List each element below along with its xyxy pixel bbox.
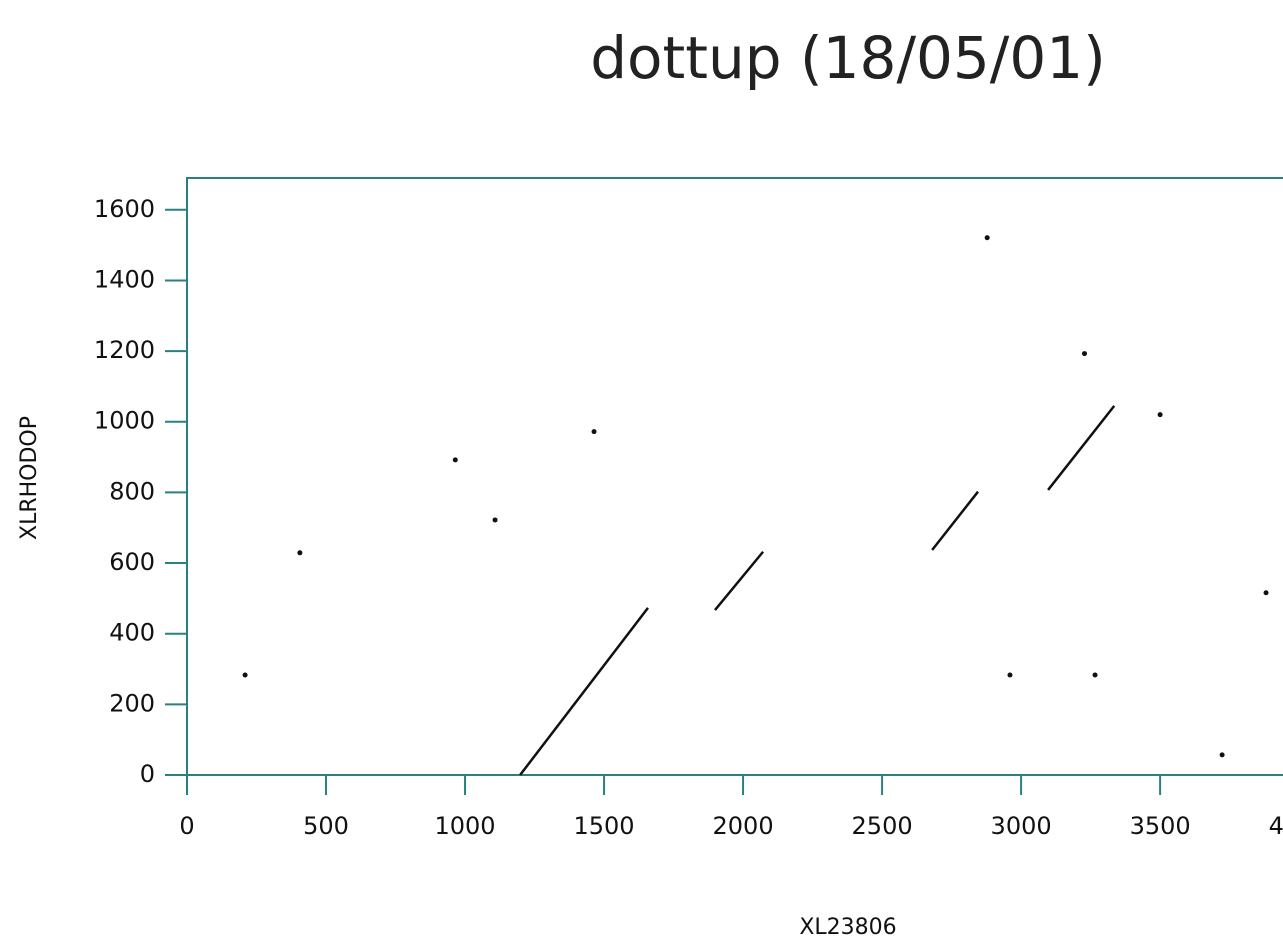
y-tick-label: 400	[109, 619, 155, 647]
match-dot	[492, 517, 498, 523]
x-tick-label: 3000	[991, 812, 1052, 840]
y-tick-label: 0	[140, 760, 155, 788]
match-dot	[1081, 351, 1087, 357]
match-dot	[1219, 752, 1225, 758]
y-tick-label: 600	[109, 548, 155, 576]
x-tick-label: 2000	[713, 812, 774, 840]
match-dot	[1263, 590, 1269, 596]
match-dot	[242, 672, 248, 678]
y-tick-label: 1000	[94, 407, 155, 435]
x-tick-label: 0	[179, 812, 194, 840]
x-tick-label: 4000	[1269, 812, 1283, 840]
y-tick-label: 200	[109, 689, 155, 717]
match-line	[519, 607, 649, 776]
x-tick-label: 500	[303, 812, 349, 840]
x-tick-label: 2500	[852, 812, 913, 840]
match-dot	[591, 429, 597, 435]
match-dot	[452, 457, 458, 463]
x-axis-label: XL23806	[799, 915, 896, 940]
x-tick-label: 1500	[574, 812, 635, 840]
y-tick-label: 1600	[94, 195, 155, 223]
match-line	[1047, 405, 1116, 491]
plot-frame	[186, 177, 1283, 776]
match-dot	[297, 550, 303, 556]
y-tick-label: 1400	[94, 265, 155, 293]
y-tick-label: 1200	[94, 336, 155, 364]
match-dot	[1092, 672, 1098, 678]
y-tick-label: 800	[109, 477, 155, 505]
x-tick-label: 1000	[434, 812, 495, 840]
y-axis-label: XLRHODOP	[17, 416, 42, 540]
match-dot	[1007, 672, 1013, 678]
x-tick-label: 3500	[1130, 812, 1191, 840]
match-dot	[984, 235, 990, 241]
chart-title: dottup (18/05/01)	[590, 24, 1106, 92]
match-line	[714, 550, 765, 611]
match-dot	[1157, 412, 1163, 418]
match-line	[931, 490, 979, 551]
